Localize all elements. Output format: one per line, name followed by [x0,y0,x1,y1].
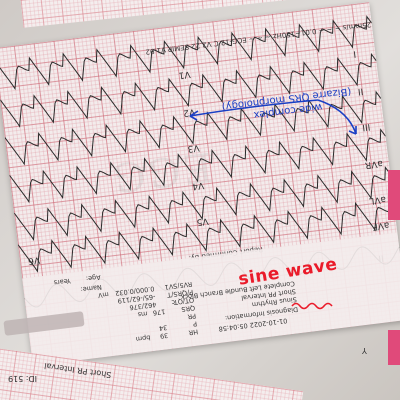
ecg-trace [4,90,382,166]
edge-sliver [388,330,400,365]
ecg-sheet: 10mm/mV 25mm/s ~ ~ ~ 0.01~150Hz ~ ~ ~ EC… [0,2,400,366]
blue-arrow-right [317,99,357,135]
edge-sliver [388,170,400,220]
red-squiggle [291,302,333,310]
ecg-trace [17,197,395,273]
ecg-trace [9,128,386,204]
blue-arrow-left [189,99,319,117]
ecg-trace [13,165,391,241]
blue-arrowhead-right [348,126,357,135]
blue-arrowhead-left [189,110,199,121]
ecg-trace [0,52,377,128]
ecg-trace [0,15,373,91]
